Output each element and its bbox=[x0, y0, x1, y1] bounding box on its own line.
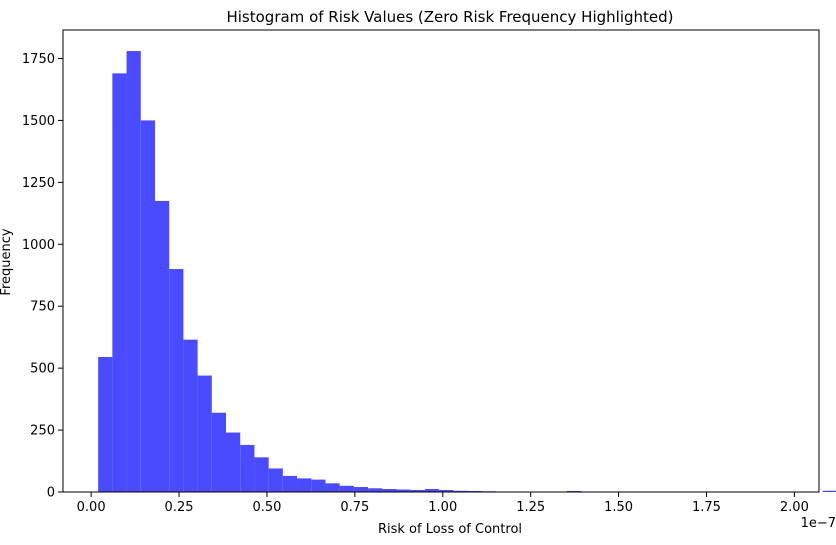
histogram-bar bbox=[396, 489, 411, 492]
bars-group bbox=[98, 51, 836, 493]
histogram-bar bbox=[368, 488, 383, 492]
x-tick-label: 2.00 bbox=[780, 500, 809, 515]
y-axis-ticks: 0 250 500 750 1000 1250 1500 1750 bbox=[22, 52, 63, 501]
x-tick-label: 1.50 bbox=[604, 500, 633, 515]
x-tick-label: 1.00 bbox=[428, 500, 457, 515]
x-tick-label: 0.00 bbox=[77, 500, 106, 515]
histogram-bar bbox=[140, 120, 155, 493]
histogram-bar bbox=[439, 490, 454, 492]
histogram-bar bbox=[382, 489, 397, 492]
histogram-bar bbox=[424, 489, 440, 492]
plot-frame bbox=[62, 29, 820, 493]
histogram-bar bbox=[112, 73, 127, 492]
histogram-bar bbox=[183, 339, 198, 492]
chart-title: Histogram of Risk Values (Zero Risk Freq… bbox=[226, 8, 673, 26]
x-axis-ticks: 0.00 0.25 0.50 0.75 1.00 1.25 1.50 1.75 2.00 bbox=[77, 492, 809, 515]
histogram-bar bbox=[254, 457, 269, 492]
histogram-bar bbox=[297, 478, 312, 492]
x-offset-label: 1e−7 bbox=[801, 516, 836, 531]
histogram-bar bbox=[311, 479, 326, 492]
y-tick-label: 1500 bbox=[22, 114, 55, 129]
histogram-bar bbox=[339, 485, 354, 492]
y-tick-label: 1000 bbox=[22, 238, 55, 253]
x-tick-label: 1.75 bbox=[692, 500, 721, 515]
y-tick-label: 250 bbox=[30, 424, 55, 439]
histogram-bar bbox=[822, 490, 836, 492]
x-tick-label: 0.25 bbox=[165, 500, 194, 515]
histogram-bar bbox=[154, 200, 170, 492]
x-tick-label: 0.75 bbox=[340, 500, 369, 515]
y-tick-label: 1250 bbox=[22, 176, 55, 191]
y-axis-label: Frequency bbox=[0, 228, 14, 295]
histogram-bar bbox=[197, 375, 212, 492]
x-tick-label: 0.50 bbox=[252, 500, 281, 515]
histogram-bar bbox=[240, 444, 255, 492]
y-tick-label: 1750 bbox=[22, 52, 55, 67]
histogram-bar bbox=[282, 475, 298, 492]
histogram-bar bbox=[98, 356, 113, 492]
histogram-bar bbox=[226, 432, 241, 492]
histogram-bar bbox=[410, 490, 425, 492]
y-tick-label: 750 bbox=[30, 300, 55, 315]
x-axis-label: Risk of Loss of Control bbox=[378, 522, 522, 537]
histogram-bar bbox=[353, 487, 369, 492]
y-tick-label: 500 bbox=[30, 362, 55, 377]
histogram-bar bbox=[325, 483, 340, 492]
y-tick-label: 0 bbox=[47, 486, 55, 501]
histogram-bar bbox=[268, 468, 283, 492]
histogram-bar bbox=[169, 269, 184, 492]
histogram-bar bbox=[211, 412, 227, 492]
x-tick-label: 1.25 bbox=[516, 500, 545, 515]
histogram-bar bbox=[126, 51, 141, 493]
histogram-bar bbox=[453, 490, 468, 492]
